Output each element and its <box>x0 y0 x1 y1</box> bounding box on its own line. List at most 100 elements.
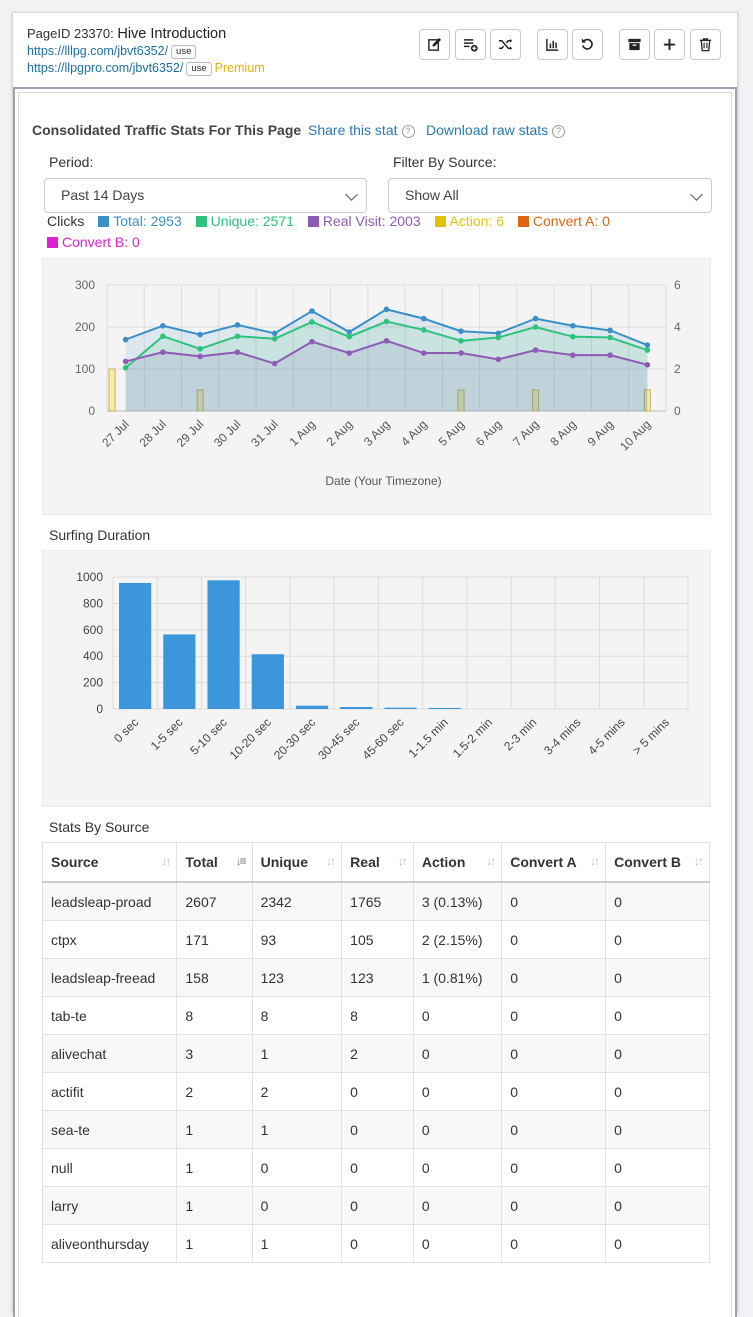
column-header-source[interactable]: Source ↓↑ <box>41 842 178 883</box>
table-cell: 2342 <box>251 881 343 921</box>
download-stats-link[interactable]: Download raw stats? <box>426 122 566 138</box>
shuffle-button[interactable] <box>490 29 521 60</box>
column-header-total[interactable]: Total ↓≡ <box>176 842 253 883</box>
legend-item[interactable]: Convert A: 0 <box>517 213 610 229</box>
legend-item[interactable]: Unique: 2571 <box>195 213 294 229</box>
y2-tick-label: 2 <box>674 362 681 376</box>
table-cell: tab-te <box>41 996 178 1035</box>
table-cell: 0 <box>501 1224 607 1263</box>
sort-icon[interactable]: ↓↑ <box>397 854 408 868</box>
column-header-convert-b[interactable]: Convert B ↓↑ <box>605 842 710 883</box>
action-bar <box>532 389 540 412</box>
use-button-2[interactable]: use <box>186 62 212 76</box>
data-point <box>495 356 502 363</box>
table-cell: 0 <box>605 1072 710 1111</box>
data-point <box>383 318 390 325</box>
delete-button[interactable] <box>690 29 721 60</box>
x-tick-label: 10 Aug <box>617 417 653 453</box>
table-cell: larry <box>41 1186 178 1225</box>
sort-icon[interactable]: ↓↑ <box>161 854 171 868</box>
column-header-convert-a[interactable]: Convert A ↓↑ <box>501 842 607 883</box>
legend-item[interactable]: Total: 2953 <box>98 213 182 229</box>
data-point <box>197 346 203 352</box>
stats-by-source-title: Stats By Source <box>49 819 150 835</box>
premium-badge: Premium <box>214 61 265 75</box>
legend-item[interactable]: Real Visit: 2003 <box>307 213 421 229</box>
duration-bar <box>428 707 461 709</box>
action-bar <box>196 389 204 412</box>
table-row: ctpx 171 93 105 2 (2.15%) 0 0 <box>41 920 710 959</box>
duration-bar <box>295 705 329 709</box>
sort-icon[interactable]: ↓↑ <box>326 854 336 868</box>
action-bar <box>643 389 651 412</box>
x-tick-label: 1-1.5 min <box>406 715 451 760</box>
data-point <box>458 328 464 334</box>
source-filter-select[interactable]: Show All <box>388 178 712 213</box>
sort-icon[interactable]: ↓≡ <box>235 854 247 868</box>
table-cell: 0 <box>605 1034 710 1073</box>
reset-button[interactable] <box>572 29 603 60</box>
table-cell: 0 <box>501 996 607 1035</box>
data-point <box>122 358 129 365</box>
x-tick-label: 5-10 sec <box>187 715 229 757</box>
table-cell: 1 <box>176 1110 253 1149</box>
surfing-duration-bar-chart: 0 200 400 600 800 1000 0 sec 1-5 sec 5-10 sec10-… <box>76 570 689 762</box>
page-link-pro[interactable]: https://llpgpro.com/jbvt6352/ <box>27 61 184 75</box>
table-cell: 0 <box>341 1072 414 1111</box>
help-icon[interactable]: ? <box>552 125 566 138</box>
legend-item[interactable]: Action: 6 <box>434 213 504 229</box>
chevron-down-icon <box>345 188 358 201</box>
table-cell: 8 <box>341 996 414 1035</box>
page-link-primary[interactable]: https://lllpg.com/jbvt6352/ <box>27 44 169 58</box>
table-cell: 0 <box>412 1072 503 1111</box>
x-tick-label: 2-3 min <box>501 715 539 753</box>
data-point <box>420 350 427 356</box>
table-cell: 0 <box>412 1186 503 1225</box>
column-header-unique[interactable]: Unique ↓↑ <box>251 842 343 883</box>
add-to-playlist-button[interactable] <box>455 29 486 60</box>
archive-button[interactable] <box>619 29 650 60</box>
table-row: leadsleap-freead 158 123 123 1 (0.81%) 0 0 <box>41 958 710 997</box>
add-button[interactable] <box>654 29 685 60</box>
stats-button[interactable] <box>537 29 568 60</box>
table-cell: 0 <box>412 1034 503 1073</box>
data-point <box>346 350 353 356</box>
table-cell: ctpx <box>41 920 178 959</box>
legend-text: Convert A: 0 <box>532 213 610 229</box>
sort-icon[interactable]: ↓↑ <box>694 854 704 868</box>
y-tick-label: 800 <box>83 596 103 610</box>
table-cell: 0 <box>605 996 710 1035</box>
share-stat-link[interactable]: Share this stat? <box>308 122 415 138</box>
data-point <box>644 347 651 353</box>
download-stats-label[interactable]: Download raw stats <box>426 122 549 138</box>
table-row: larry 1 0 0 0 0 0 <box>41 1186 710 1225</box>
reset-icon <box>581 38 593 50</box>
column-header-real[interactable]: Real ↓↑ <box>341 842 414 883</box>
data-point <box>570 333 576 340</box>
x-tick-label: 0 sec <box>111 715 141 745</box>
data-point <box>309 308 315 314</box>
edit-button[interactable] <box>419 29 450 60</box>
table-cell: 2607 <box>176 881 253 921</box>
y-tick-label: 300 <box>75 278 95 292</box>
column-header-action[interactable]: Action ↓↑ <box>412 842 503 883</box>
table-cell: 158 <box>176 958 253 997</box>
y-tick-label: 600 <box>83 623 103 637</box>
duration-bar <box>251 654 284 709</box>
x-tick-label: 45-60 sec <box>359 715 406 762</box>
sort-icon[interactable]: ↓↑ <box>590 854 600 868</box>
data-point <box>234 349 241 355</box>
x-tick-label: 27 Jul <box>99 417 132 450</box>
table-cell: 0 <box>251 1148 343 1187</box>
period-select[interactable]: Past 14 Days <box>44 178 367 213</box>
share-stat-label[interactable]: Share this stat <box>308 122 398 138</box>
sort-icon[interactable]: ↓↑ <box>486 854 496 868</box>
x-tick-label: 29 Jul <box>174 417 207 450</box>
data-point <box>570 352 576 358</box>
help-icon[interactable]: ? <box>401 125 415 138</box>
x-tick-label: 4 Aug <box>398 417 430 449</box>
legend-item[interactable]: Convert B: 0 <box>47 234 140 250</box>
y2-tick-label: 0 <box>674 404 681 418</box>
use-button-1[interactable]: use <box>171 45 197 59</box>
x-tick-label: 30 Jul <box>211 417 244 450</box>
